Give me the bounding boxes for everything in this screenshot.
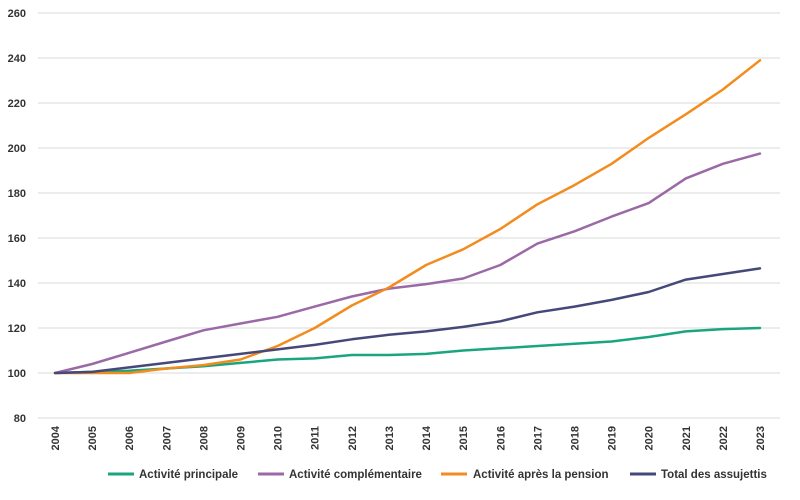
y-tick-label-140: 140	[8, 278, 26, 290]
legend-label-activite-apres-la-pension: Activité après la pension	[473, 469, 609, 481]
series-line-activite-principale	[53, 326, 762, 375]
series-line-total-des-assujettis	[53, 267, 762, 375]
legend-item-activite-complementaire: Activité complémentaire	[258, 469, 422, 481]
y-tick-label-260: 260	[8, 8, 26, 20]
x-tick-label-2023: 2023	[755, 426, 767, 450]
gridlines	[38, 12, 780, 419]
legend-item-activite-principale: Activité principale	[108, 469, 238, 481]
x-tick-label-2021: 2021	[681, 426, 693, 450]
x-tick-label-2018: 2018	[569, 426, 581, 450]
x-tick-label-2006: 2006	[124, 426, 136, 450]
x-tick-label-2011: 2011	[310, 426, 322, 450]
x-tick-label-2020: 2020	[644, 426, 656, 450]
y-tick-label-100: 100	[8, 368, 26, 380]
x-tick-label-2004: 2004	[50, 425, 62, 450]
y-tick-label-200: 200	[8, 143, 26, 155]
legend-label-activite-principale: Activité principale	[139, 469, 238, 481]
x-axis-ticks: 2004 2005 2006 2007 2008 2009 2010 2011 2012 2013…	[50, 425, 767, 450]
x-tick-label-2019: 2019	[607, 426, 619, 450]
x-tick-label-2012: 2012	[347, 426, 359, 450]
y-tick-label-240: 240	[8, 53, 26, 65]
series-line-activite-apres-la-pension	[53, 59, 762, 375]
legend-item-total-des-assujettis: Total des assujettis	[630, 469, 767, 481]
y-tick-label-180: 180	[8, 188, 26, 200]
x-tick-label-2017: 2017	[532, 426, 544, 450]
x-tick-label-2008: 2008	[198, 426, 210, 450]
x-tick-label-2022: 2022	[718, 426, 730, 450]
y-tick-label-80: 80	[14, 413, 26, 425]
x-tick-label-2013: 2013	[384, 426, 396, 450]
x-tick-label-2005: 2005	[87, 426, 99, 450]
series-lines	[53, 59, 762, 375]
legend-label-activite-complementaire: Activité complémentaire	[289, 469, 422, 481]
y-tick-label-220: 220	[8, 98, 26, 110]
x-tick-label-2015: 2015	[458, 426, 470, 450]
legend: Activité principale Activité complémentai…	[108, 469, 767, 481]
x-tick-label-2014: 2014	[421, 425, 433, 450]
x-tick-label-2016: 2016	[495, 426, 507, 450]
y-axis-ticks: 80 100 120 140 160 180 200 220 240 260	[8, 8, 26, 425]
legend-item-activite-apres-la-pension: Activité après la pension	[441, 469, 609, 481]
y-tick-label-160: 160	[8, 233, 26, 245]
legend-label-total-des-assujettis: Total des assujettis	[661, 469, 767, 481]
y-tick-label-120: 120	[8, 323, 26, 335]
x-tick-label-2009: 2009	[236, 426, 248, 450]
x-tick-label-2007: 2007	[161, 426, 173, 450]
series-line-activite-complementaire	[53, 152, 762, 375]
x-tick-label-2010: 2010	[273, 426, 285, 450]
